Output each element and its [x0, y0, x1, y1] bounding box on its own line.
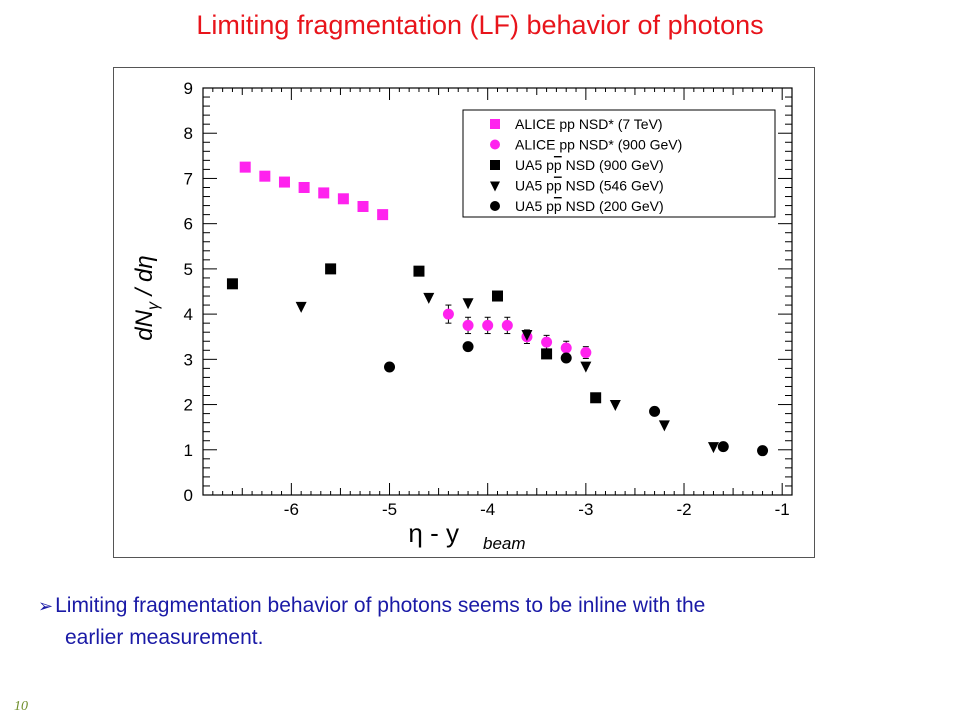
x-axis-label-main: η - y — [408, 518, 459, 548]
legend-label: UA5 pp NSD (900 GeV) — [515, 157, 664, 173]
y-axis-label-subscript: γ — [145, 301, 162, 310]
legend-label-antiparticle: p — [554, 157, 562, 173]
data-point-series-4 — [462, 341, 474, 353]
x-tick-label: -4 — [480, 500, 495, 519]
y-tick-label: 5 — [184, 260, 193, 279]
legend-label-rest: NSD (200 GeV) — [562, 198, 664, 214]
bullet-line-2: earlier measurement. — [65, 626, 264, 649]
y-tick-label: 9 — [184, 79, 193, 98]
data-point-series-4 — [649, 405, 661, 417]
legend-label-text: UA5 p — [515, 178, 554, 194]
ticks-layer: -6 -5 -4 -3 -2 -1 0 1 2 3 4 5 6 7 8 9 — [184, 79, 793, 519]
x-tick-label: -2 — [676, 500, 691, 519]
data-point-series-2 — [226, 278, 238, 290]
legend-label-rest: NSD (546 GeV) — [562, 178, 664, 194]
slide-number: 10 — [14, 699, 28, 714]
y-axis-label-main: dN — [131, 309, 158, 340]
y-tick-label: 7 — [184, 169, 193, 188]
x-tick-label: -6 — [284, 500, 299, 519]
data-point-series-4 — [757, 445, 769, 457]
x-axis-label-subscript: beam — [483, 534, 526, 553]
data-point-series-1 — [501, 319, 513, 331]
y-axis-label: dNγ / dη — [131, 255, 162, 340]
legend-marker — [490, 201, 500, 211]
legend-marker — [490, 181, 500, 192]
data-point-series-2 — [413, 265, 425, 277]
legend-label: UA5 pp NSD (546 GeV) — [515, 178, 664, 194]
legend-label-antiparticle: p — [554, 178, 562, 194]
legend-label: ALICE pp NSD* (900 GeV) — [515, 137, 682, 153]
data-point-series-2 — [541, 348, 553, 360]
bullet-text: ➢Limiting fragmentation behavior of phot… — [38, 590, 938, 653]
legend-label: UA5 pp NSD (200 GeV) — [515, 198, 664, 214]
data-point-series-0 — [259, 170, 271, 182]
legend-label: ALICE pp NSD* (7 TeV) — [515, 116, 663, 132]
data-point-series-0 — [318, 187, 330, 199]
data-point-series-2 — [590, 392, 602, 404]
x-tick-label: -1 — [775, 500, 790, 519]
data-point-series-3 — [658, 420, 670, 432]
legend-marker — [490, 160, 500, 170]
data-point-series-0 — [239, 161, 251, 173]
legend-label-text: ALICE pp NSD* (7 TeV) — [515, 116, 663, 132]
legend-label-text: UA5 p — [515, 157, 554, 173]
y-axis-label-group: dNγ / dη — [131, 255, 162, 340]
data-point-series-3 — [295, 301, 307, 313]
legend-marker — [490, 119, 500, 129]
data-point-series-4 — [717, 441, 729, 453]
data-point-series-3 — [609, 400, 621, 412]
data-point-series-3 — [521, 329, 533, 341]
data-point-series-2 — [492, 290, 503, 302]
data-point-series-4 — [384, 361, 396, 373]
bullet-arrow-icon: ➢ — [38, 596, 54, 616]
data-point-series-3 — [462, 298, 474, 310]
data-point-series-1 — [541, 336, 553, 348]
legend-marker — [490, 139, 500, 150]
data-point-series-0 — [357, 200, 369, 212]
data-point-series-3 — [707, 442, 719, 454]
data-point-series-1 — [462, 319, 474, 331]
data-point-series-2 — [325, 263, 337, 275]
y-tick-label: 6 — [184, 215, 193, 234]
legend-box — [462, 109, 776, 218]
y-tick-label: 1 — [184, 441, 193, 460]
data-point-series-4 — [560, 352, 572, 364]
data-point-series-1 — [560, 342, 572, 354]
data-point-series-0 — [377, 209, 389, 221]
data-point-series-1 — [580, 347, 592, 359]
x-axis-label: η - y — [408, 518, 459, 548]
bullet-line-1: Limiting fragmentation behavior of photo… — [55, 594, 706, 617]
data-point-series-1 — [442, 308, 454, 320]
data-point-series-3 — [580, 361, 592, 373]
legend-label-text: UA5 p — [515, 198, 554, 214]
x-tick-label: -3 — [578, 500, 593, 519]
y-tick-label: 0 — [184, 486, 193, 505]
chart-svg: -6 -5 -4 -3 -2 -1 0 1 2 3 4 5 6 7 8 9 ALICE pp NSD* (7 … — [131, 79, 793, 553]
y-tick-label: 4 — [184, 305, 193, 324]
data-point-series-0 — [298, 181, 310, 193]
data-point-series-3 — [423, 292, 435, 304]
y-tick-label: 3 — [184, 350, 193, 369]
data-layer — [226, 161, 769, 457]
y-axis-label-suffix: / dη — [131, 255, 158, 302]
legend-label-text: ALICE pp NSD* (900 GeV) — [515, 137, 682, 153]
y-tick-label: 8 — [184, 124, 193, 143]
data-point-series-0 — [337, 193, 349, 205]
x-tick-label: -5 — [382, 500, 397, 519]
plot-frame: -6 -5 -4 -3 -2 -1 0 1 2 3 4 5 6 7 8 9 ALICE pp NSD* (7 … — [113, 67, 815, 558]
y-tick-label: 2 — [184, 396, 193, 415]
legend-label-rest: NSD (900 GeV) — [562, 157, 664, 173]
data-point-series-1 — [482, 319, 494, 331]
legend-label-antiparticle: p — [554, 198, 562, 214]
data-point-series-0 — [278, 176, 290, 188]
chart-legend: ALICE pp NSD* (7 TeV) ALICE pp NSD* (900 … — [462, 109, 776, 218]
slide-title: Limiting fragmentation (LF) behavior of … — [196, 10, 764, 40]
